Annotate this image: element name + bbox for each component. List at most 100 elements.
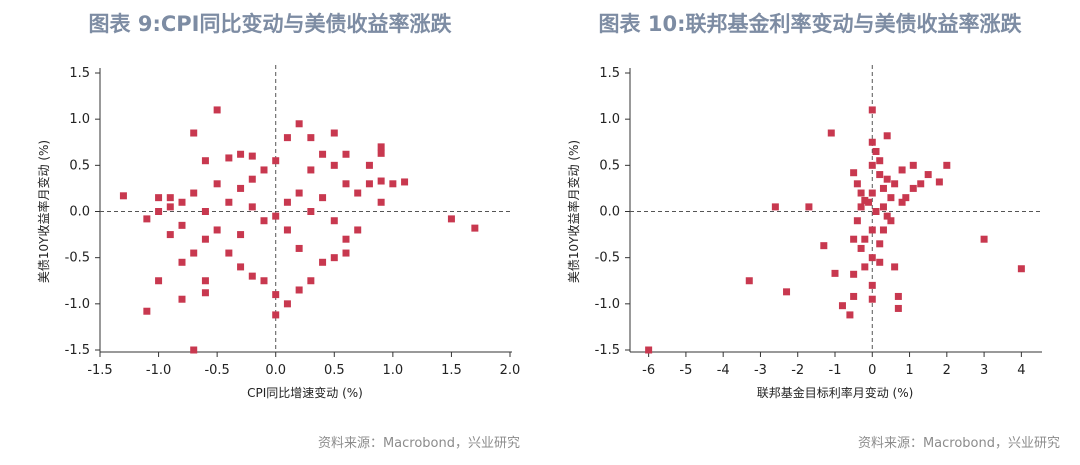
data-point xyxy=(201,208,209,215)
data-point xyxy=(272,291,280,299)
data-point xyxy=(943,161,951,169)
data-point xyxy=(155,194,163,202)
data-point xyxy=(248,203,256,211)
data-point xyxy=(868,138,876,146)
data-point xyxy=(342,235,350,243)
y-tick-label: 0.5 xyxy=(599,158,620,173)
y-axis-title: 美债10Y收益率月变动 (%) xyxy=(36,140,51,283)
data-point xyxy=(178,295,186,303)
data-point xyxy=(868,281,876,289)
y-tick-label: -0.5 xyxy=(595,251,620,266)
data-point xyxy=(898,198,906,206)
data-point xyxy=(887,194,895,202)
data-point xyxy=(295,244,303,252)
data-point xyxy=(201,277,209,285)
data-point xyxy=(178,198,186,206)
data-point xyxy=(342,150,350,158)
data-point xyxy=(861,263,869,271)
chart-panel-cpi: 图表 9:CPI同比变动与美债收益率涨跌 1.5 1.0 0.5 0.0 -0.5 -1.… xyxy=(36,12,521,451)
data-point xyxy=(783,288,791,296)
x-tick-label: 1.5 xyxy=(441,363,462,378)
data-point xyxy=(868,295,876,303)
data-point xyxy=(248,272,256,280)
x-tick-label: -1.5 xyxy=(87,363,112,378)
x-tick-label: 2.0 xyxy=(500,363,521,378)
data-point xyxy=(143,307,151,315)
data-point xyxy=(260,166,268,174)
x-tick-label: 0.5 xyxy=(324,363,345,378)
data-point xyxy=(201,289,209,297)
data-point xyxy=(771,203,779,211)
source-note: 资料来源：Macrobond，兴业研究 xyxy=(317,436,520,451)
data-point xyxy=(850,270,858,278)
data-point xyxy=(213,106,221,114)
data-point xyxy=(307,134,315,142)
data-point xyxy=(861,196,869,204)
data-point xyxy=(354,226,362,234)
data-point xyxy=(471,224,479,232)
data-point xyxy=(201,235,209,243)
data-point xyxy=(119,192,127,200)
x-tick-label: 1.0 xyxy=(383,363,404,378)
x-tick-label: 3 xyxy=(980,363,988,378)
x-tick-label: 0.0 xyxy=(265,363,286,378)
data-point xyxy=(883,212,891,220)
data-point xyxy=(377,149,385,157)
data-point xyxy=(846,311,854,319)
data-point xyxy=(342,249,350,257)
data-point xyxy=(876,240,884,248)
data-point xyxy=(850,292,858,300)
data-point xyxy=(872,208,880,215)
data-point xyxy=(861,235,869,243)
data-point xyxy=(401,178,409,186)
data-point xyxy=(838,302,846,310)
data-point xyxy=(850,235,858,243)
data-point xyxy=(902,194,910,202)
data-point xyxy=(868,189,876,197)
data-point xyxy=(447,215,455,223)
data-point xyxy=(909,161,917,169)
data-point xyxy=(879,203,887,211)
y-tick-label: 1.5 xyxy=(69,66,90,81)
data-point xyxy=(248,175,256,183)
data-point xyxy=(894,304,902,312)
source-note: 资料来源：Macrobond，兴业研究 xyxy=(857,436,1060,451)
data-point xyxy=(827,129,835,137)
y-tick-label: -1.5 xyxy=(65,343,90,358)
data-point xyxy=(894,292,902,300)
x-tick-label: -3 xyxy=(754,363,767,378)
y-tick-label: 1.0 xyxy=(599,112,620,127)
data-point xyxy=(891,180,899,188)
data-point xyxy=(260,217,268,225)
data-point xyxy=(868,106,876,114)
data-point xyxy=(166,194,174,202)
x-tick-label: 4 xyxy=(1017,363,1025,378)
data-point xyxy=(365,161,373,169)
x-tick-label: 1 xyxy=(905,363,913,378)
data-point xyxy=(820,242,828,250)
x-tick-label: -6 xyxy=(642,363,655,378)
data-point xyxy=(354,189,362,197)
x-tick-label: -0.5 xyxy=(204,363,229,378)
data-point xyxy=(898,166,906,174)
data-point xyxy=(365,180,373,188)
data-point xyxy=(377,177,385,185)
data-point xyxy=(879,184,887,192)
data-point xyxy=(213,226,221,234)
data-point xyxy=(225,249,233,257)
x-tick-label: 0 xyxy=(868,363,876,378)
data-point xyxy=(272,157,280,165)
data-point xyxy=(389,180,397,188)
data-point xyxy=(283,198,291,206)
data-point xyxy=(868,254,876,262)
data-point xyxy=(237,184,245,192)
data-point xyxy=(891,263,899,271)
cpi-scatter-plot: 1.5 1.0 0.5 0.0 -0.5 -1.0 -1.5 -1.5 -1.0 -0.5 0.0 0… xyxy=(36,65,521,400)
y-tick-label: 1.5 xyxy=(599,66,620,81)
data-point xyxy=(865,198,873,206)
data-point xyxy=(237,150,245,158)
x-axis-title: 联邦基金目标利率月变动 (%) xyxy=(757,385,914,400)
data-point xyxy=(237,263,245,271)
chart-panel-fedfunds: 图表 10:联邦基金利率变动与美债收益率涨跌 1.5 1.0 0.5 0.0 -0.5 -… xyxy=(540,0,1080,465)
data-point xyxy=(319,150,327,158)
